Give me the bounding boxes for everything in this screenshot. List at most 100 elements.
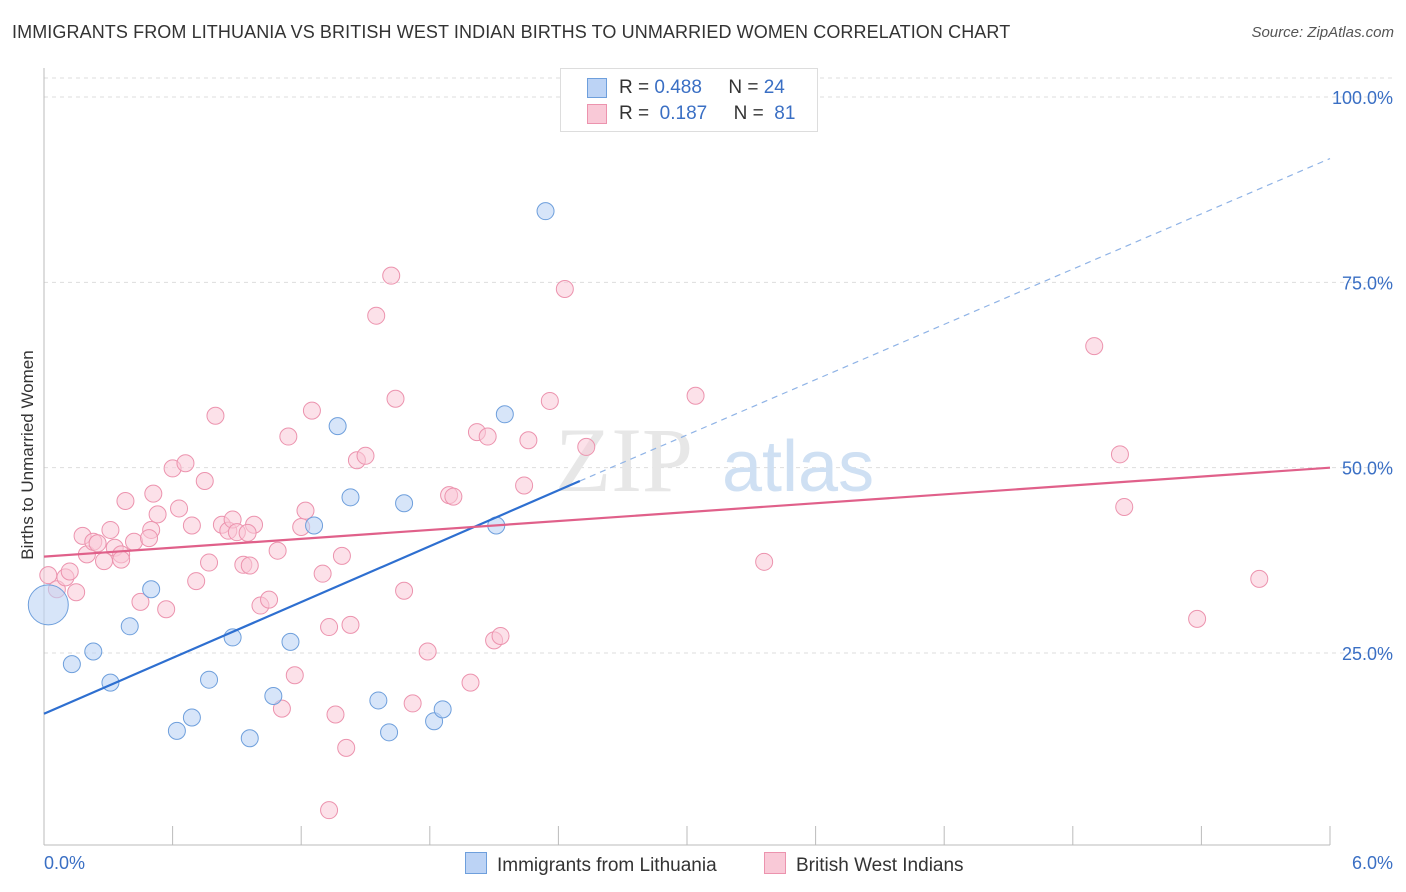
data-point-bwi bbox=[195, 472, 214, 491]
bottom-legend-label: British West Indians bbox=[796, 855, 964, 876]
data-point-bwi bbox=[320, 618, 339, 637]
data-point-lithuania bbox=[120, 617, 139, 636]
data-point-bwi bbox=[88, 534, 107, 553]
data-point-lithuania bbox=[200, 670, 219, 689]
data-point-lithuania bbox=[369, 691, 388, 710]
legend-n-label: N = bbox=[728, 77, 759, 98]
bottom-legend-bwi: British West Indians bbox=[764, 852, 964, 877]
data-point-bwi bbox=[302, 401, 321, 420]
data-point-bwi bbox=[60, 562, 79, 581]
data-point-bwi bbox=[67, 583, 86, 602]
data-point-lithuania bbox=[27, 584, 69, 626]
data-point-bwi bbox=[157, 600, 176, 619]
data-point-bwi bbox=[170, 499, 189, 518]
legend-r-value: 0.187 bbox=[659, 103, 708, 124]
data-point-bwi bbox=[200, 553, 219, 572]
data-point-bwi bbox=[418, 642, 437, 661]
data-point-bwi bbox=[1085, 337, 1104, 356]
data-point-bwi bbox=[1115, 497, 1134, 516]
data-point-lithuania bbox=[142, 580, 161, 599]
data-point-bwi bbox=[182, 516, 201, 535]
data-point-lithuania bbox=[84, 642, 103, 661]
data-point-lithuania bbox=[62, 655, 81, 674]
bottom-legend-label: Immigrants from Lithuania bbox=[497, 855, 717, 876]
data-point-bwi bbox=[577, 437, 596, 456]
data-point-bwi bbox=[279, 427, 298, 446]
data-point-bwi bbox=[187, 572, 206, 591]
data-point-bwi bbox=[555, 280, 574, 299]
legend-r-label: R = bbox=[619, 77, 650, 98]
trend-line-bwi bbox=[43, 466, 1331, 558]
data-point-lithuania bbox=[328, 417, 347, 436]
chart-title: IMMIGRANTS FROM LITHUANIA VS BRITISH WES… bbox=[12, 22, 1011, 42]
data-point-bwi bbox=[313, 564, 332, 583]
british-west-indians-points bbox=[39, 266, 1269, 820]
data-point-lithuania bbox=[341, 488, 360, 507]
data-point-bwi bbox=[337, 738, 356, 757]
data-point-bwi bbox=[444, 487, 463, 506]
data-point-bwi bbox=[320, 801, 339, 820]
data-point-bwi bbox=[382, 266, 401, 285]
data-point-bwi bbox=[176, 454, 195, 473]
x-tick-labels: 0.0% 6.0% bbox=[44, 853, 1393, 873]
x-tick-label: 6.0% bbox=[1352, 853, 1393, 873]
bottom-legend-lithuania: Immigrants from Lithuania bbox=[465, 852, 717, 877]
data-point-lithuania bbox=[281, 632, 300, 651]
data-point-bwi bbox=[356, 446, 375, 465]
data-point-bwi bbox=[101, 520, 120, 539]
y-tick-labels: 25.0% 50.0% 75.0% 100.0% bbox=[1332, 88, 1393, 664]
data-point-bwi bbox=[140, 529, 159, 548]
data-point-bwi bbox=[341, 615, 360, 634]
x-tick-label: 0.0% bbox=[44, 853, 85, 873]
data-point-bwi bbox=[1110, 445, 1129, 464]
data-point-bwi bbox=[131, 592, 150, 611]
data-point-bwi bbox=[206, 406, 225, 425]
data-point-bwi bbox=[148, 505, 167, 524]
legend-n-value: 24 bbox=[763, 77, 785, 98]
data-point-bwi bbox=[755, 552, 774, 571]
data-point-lithuania bbox=[395, 494, 414, 513]
data-point-bwi bbox=[144, 484, 163, 503]
data-point-lithuania bbox=[536, 202, 555, 221]
trend-line-lithuania-extension bbox=[579, 157, 1331, 482]
data-point-lithuania bbox=[182, 708, 201, 727]
data-point-bwi bbox=[240, 556, 259, 575]
data-point-bwi bbox=[403, 694, 422, 713]
trend-lines bbox=[43, 157, 1331, 715]
watermark-atlas: atlas bbox=[722, 427, 874, 507]
bottom-legend-swatch-blue bbox=[465, 852, 487, 874]
axes bbox=[43, 68, 1331, 846]
bottom-legend-swatch-pink bbox=[764, 852, 786, 874]
data-point-bwi bbox=[116, 492, 135, 511]
y-tick-label: 50.0% bbox=[1342, 459, 1393, 479]
data-point-lithuania bbox=[305, 516, 324, 535]
data-point-bwi bbox=[491, 626, 510, 645]
source-label: Source: ZipAtlas.com bbox=[1251, 24, 1394, 41]
y-tick-label: 25.0% bbox=[1342, 644, 1393, 664]
data-point-lithuania bbox=[167, 721, 186, 740]
watermark-zip: ZIP bbox=[555, 409, 693, 511]
data-point-bwi bbox=[125, 532, 144, 551]
data-point-bwi bbox=[285, 666, 304, 685]
legend-swatch-pink bbox=[587, 104, 607, 124]
watermark: ZIP atlas bbox=[555, 409, 874, 511]
y-tick-label: 75.0% bbox=[1342, 273, 1393, 293]
data-point-bwi bbox=[461, 673, 480, 692]
legend-r-value: 0.488 bbox=[654, 77, 702, 98]
legend-r-label: R = bbox=[619, 103, 650, 124]
data-point-bwi bbox=[519, 431, 538, 450]
data-point-bwi bbox=[296, 501, 315, 520]
data-point-bwi bbox=[1188, 609, 1207, 628]
lithuania-points bbox=[27, 202, 555, 748]
data-point-bwi bbox=[272, 699, 291, 718]
data-point-bwi bbox=[260, 590, 279, 609]
legend-n-label: N = bbox=[733, 103, 764, 124]
data-point-bwi bbox=[386, 389, 405, 408]
data-point-bwi bbox=[238, 523, 257, 542]
data-point-lithuania bbox=[264, 686, 283, 705]
data-point-bwi bbox=[268, 541, 287, 560]
data-point-bwi bbox=[686, 386, 705, 405]
data-point-bwi bbox=[478, 427, 497, 446]
data-point-bwi bbox=[515, 476, 534, 495]
